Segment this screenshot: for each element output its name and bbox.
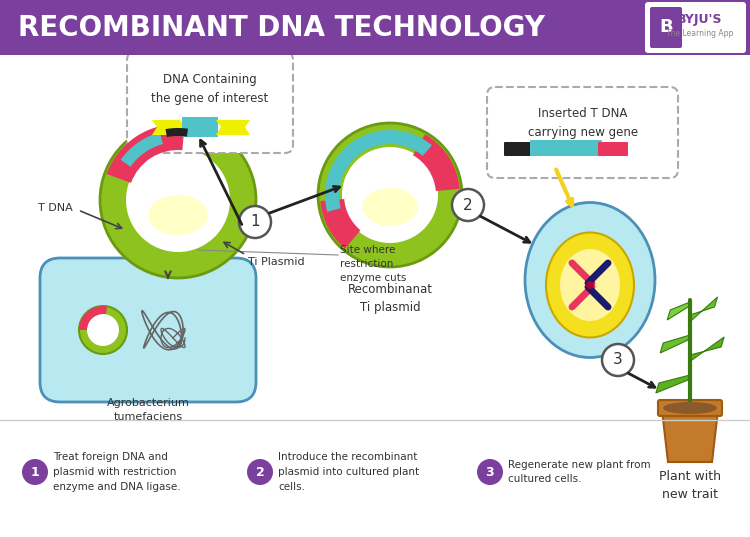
FancyBboxPatch shape bbox=[658, 400, 722, 416]
Circle shape bbox=[239, 206, 271, 238]
Text: 1: 1 bbox=[251, 214, 260, 229]
Text: BYJU'S: BYJU'S bbox=[677, 13, 723, 26]
Ellipse shape bbox=[79, 306, 127, 354]
Ellipse shape bbox=[560, 249, 620, 321]
Wedge shape bbox=[79, 306, 107, 330]
FancyBboxPatch shape bbox=[598, 142, 628, 156]
Circle shape bbox=[602, 344, 634, 376]
Polygon shape bbox=[182, 117, 218, 137]
Circle shape bbox=[586, 281, 594, 289]
Circle shape bbox=[318, 123, 462, 267]
Text: 3: 3 bbox=[614, 352, 622, 367]
Circle shape bbox=[452, 189, 484, 221]
Text: B: B bbox=[659, 18, 673, 36]
Text: RECOMBINANT DNA TECHNOLOGY: RECOMBINANT DNA TECHNOLOGY bbox=[18, 14, 545, 42]
Circle shape bbox=[100, 122, 256, 278]
FancyBboxPatch shape bbox=[650, 7, 682, 48]
FancyBboxPatch shape bbox=[487, 87, 678, 178]
Polygon shape bbox=[656, 375, 690, 393]
Ellipse shape bbox=[546, 233, 634, 337]
Text: 1: 1 bbox=[31, 466, 39, 478]
Text: Regenerate new plant from
cultured cells.: Regenerate new plant from cultured cells… bbox=[508, 460, 650, 484]
Polygon shape bbox=[216, 120, 250, 135]
Circle shape bbox=[126, 148, 230, 252]
Wedge shape bbox=[413, 134, 460, 191]
FancyBboxPatch shape bbox=[530, 140, 602, 156]
Text: Recombinanat
Ti plasmid: Recombinanat Ti plasmid bbox=[347, 283, 433, 314]
Text: Treat foreign DNA and
plasmid with restriction
enzyme and DNA ligase.: Treat foreign DNA and plasmid with restr… bbox=[53, 452, 181, 492]
Wedge shape bbox=[106, 124, 184, 183]
Text: Site where
restriction
enzyme cuts: Site where restriction enzyme cuts bbox=[340, 245, 406, 283]
Polygon shape bbox=[662, 410, 718, 462]
Ellipse shape bbox=[87, 314, 119, 346]
Circle shape bbox=[22, 459, 48, 485]
FancyBboxPatch shape bbox=[40, 258, 256, 402]
Text: Ti Plasmid: Ti Plasmid bbox=[248, 257, 304, 267]
FancyBboxPatch shape bbox=[504, 142, 534, 156]
Wedge shape bbox=[166, 128, 188, 137]
Polygon shape bbox=[690, 337, 724, 360]
Text: DNA Containing
the gene of interest: DNA Containing the gene of interest bbox=[152, 73, 268, 105]
Polygon shape bbox=[690, 297, 718, 320]
Text: Inserted T DNA
carrying new gene: Inserted T DNA carrying new gene bbox=[528, 107, 638, 139]
Circle shape bbox=[342, 147, 438, 243]
Polygon shape bbox=[668, 302, 690, 320]
Wedge shape bbox=[121, 133, 163, 166]
Polygon shape bbox=[660, 335, 690, 353]
Text: Plant with
new trait: Plant with new trait bbox=[659, 470, 721, 501]
Ellipse shape bbox=[362, 188, 418, 226]
Circle shape bbox=[247, 459, 273, 485]
Ellipse shape bbox=[663, 402, 717, 414]
Ellipse shape bbox=[525, 202, 655, 358]
Text: 2: 2 bbox=[464, 198, 472, 213]
Polygon shape bbox=[152, 120, 185, 135]
FancyBboxPatch shape bbox=[645, 2, 746, 53]
Text: 2: 2 bbox=[256, 466, 264, 478]
Text: Agrobacterium
tumefaciens: Agrobacterium tumefaciens bbox=[106, 398, 190, 422]
Text: 3: 3 bbox=[486, 466, 494, 478]
Text: T DNA: T DNA bbox=[38, 203, 73, 213]
FancyBboxPatch shape bbox=[0, 0, 750, 55]
Ellipse shape bbox=[148, 195, 208, 235]
FancyBboxPatch shape bbox=[127, 52, 293, 153]
Text: The Learning App: The Learning App bbox=[666, 28, 734, 38]
Text: Introduce the recombinant
plasmid into cultured plant
cells.: Introduce the recombinant plasmid into c… bbox=[278, 452, 419, 492]
Wedge shape bbox=[320, 199, 361, 249]
Circle shape bbox=[477, 459, 503, 485]
Wedge shape bbox=[325, 130, 432, 212]
